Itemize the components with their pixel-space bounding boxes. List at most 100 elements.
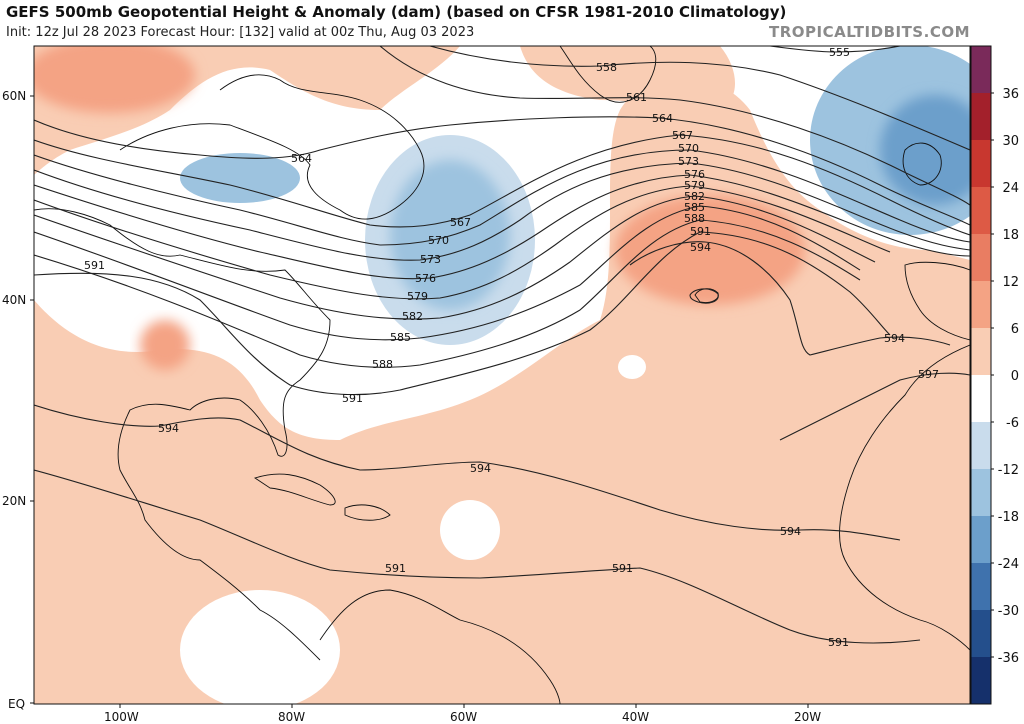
contour-label: 591 <box>385 562 406 575</box>
contour-label: 570 <box>678 142 699 155</box>
contour-label: 594 <box>158 422 179 435</box>
contour-579 <box>34 185 891 300</box>
contour-label: 591 <box>612 562 633 575</box>
colorbar-swatch <box>971 657 991 705</box>
colorbar-swatch <box>971 140 991 188</box>
colorbar-swatch <box>971 516 991 564</box>
contour-label: 567 <box>450 216 471 229</box>
negative-core-ne-us <box>390 160 510 310</box>
colorbar-label: 36 <box>1002 87 1019 102</box>
colorbar-swatch <box>971 422 991 470</box>
colorbar-label: 12 <box>1002 275 1019 290</box>
anomaly-shading <box>34 46 970 704</box>
contour-label: 558 <box>596 61 617 74</box>
contour-597 <box>779 372 970 441</box>
colorbar-label: -12 <box>998 463 1019 478</box>
contour-label: 564 <box>652 112 673 125</box>
map-frame <box>33 45 971 705</box>
latitude-labels: 60N 40N 20N EQ <box>2 89 34 711</box>
longitude-labels: 100W 80W 60W 40W 20W <box>104 704 821 724</box>
contour-label: 597 <box>918 368 939 381</box>
colorbar-label: -30 <box>998 604 1019 619</box>
contour-label: 594 <box>470 462 491 475</box>
contour-label: 555 <box>829 46 850 59</box>
colorbar-swatch <box>971 46 991 94</box>
contour-label: 585 <box>684 201 705 214</box>
contour-588 <box>34 219 861 368</box>
lat-label: 20N <box>2 494 26 508</box>
contour-label: 576 <box>415 272 436 285</box>
colorbar-swatch <box>971 610 991 658</box>
lon-label: 80W <box>278 710 305 724</box>
lon-label: 100W <box>104 710 139 724</box>
lat-label: EQ <box>8 697 25 711</box>
coast-iberia <box>904 261 970 341</box>
colorbar-label: 30 <box>1002 134 1019 149</box>
colorbar-label: -18 <box>998 510 1019 525</box>
colorbar-swatch <box>971 234 991 282</box>
colorbar-swatch <box>971 375 991 423</box>
contour-label: 588 <box>372 358 393 371</box>
colorbar-swatch <box>971 281 991 329</box>
contour-label: 591 <box>690 225 711 238</box>
coast-north-america <box>34 208 331 661</box>
contour-labels: 555 558 561 564 567 570 573 576 579 582 … <box>84 46 939 649</box>
colorbar-swatch <box>971 563 991 611</box>
contour-label: 588 <box>684 212 705 225</box>
positive-anomaly-greenland <box>520 46 735 110</box>
map-subtitle: Init: 12z Jul 28 2023 Forecast Hour: [13… <box>6 25 475 40</box>
contour-594-south <box>34 404 901 541</box>
contour-567 <box>34 134 970 236</box>
positive-core-gulf <box>140 320 190 370</box>
neutral-patch-atlantic <box>618 355 646 379</box>
positive-core-central-atlantic <box>615 195 805 305</box>
colorbar-swatch <box>971 93 991 141</box>
contour-label: 594 <box>690 241 711 254</box>
coast-cuba <box>253 473 336 506</box>
contour-594-azores <box>689 288 719 304</box>
contour-558 <box>429 46 970 151</box>
contour-label: 567 <box>672 129 693 142</box>
lat-label: 60N <box>2 89 26 103</box>
site-watermark: TROPICALTIDBITS.COM <box>769 23 970 41</box>
colorbar-label: 24 <box>1002 181 1019 196</box>
lon-label: 40W <box>622 710 649 724</box>
contour-label: 582 <box>402 310 423 323</box>
contour-594-central <box>629 241 951 356</box>
coastlines <box>34 46 970 704</box>
contour-582 <box>34 195 876 320</box>
contour-573 <box>34 162 970 261</box>
lon-label: 20W <box>794 710 821 724</box>
colorbar: 36 30 24 18 12 6 0 -6 -12 -18 -24 -30 -36 <box>970 45 1019 705</box>
contour-label: 576 <box>684 168 705 181</box>
coast-south-america <box>319 589 561 704</box>
contour-label: 591 <box>84 259 105 272</box>
colorbar-label: 6 <box>1011 322 1019 337</box>
contour-585 <box>34 205 861 341</box>
colorbar-label: 18 <box>1002 228 1019 243</box>
contour-591-south <box>34 469 921 644</box>
colorbar-label: 0 <box>1011 369 1019 384</box>
contour-label: 579 <box>684 179 705 192</box>
lat-label: 40N <box>2 293 26 307</box>
coast-hispaniola <box>344 504 391 521</box>
contour-label: 564 <box>291 152 312 165</box>
height-contours <box>34 46 970 644</box>
colorbar-label: -36 <box>998 651 1019 666</box>
contour-label: 570 <box>428 234 449 247</box>
negative-anomaly-hudson <box>180 153 300 203</box>
contour-label: 585 <box>390 331 411 344</box>
coast-greenland <box>559 46 657 103</box>
contour-label: 582 <box>684 190 705 203</box>
positive-core-labrador <box>34 46 195 113</box>
colorbar-swatch <box>971 328 991 376</box>
colorbar-label: -6 <box>1006 416 1019 431</box>
contour-label: 561 <box>626 91 647 104</box>
coast-canada <box>119 74 425 220</box>
neutral-patch-south <box>180 590 340 704</box>
contour-label: 591 <box>828 636 849 649</box>
negative-core-europe <box>880 95 970 205</box>
coast-africa <box>839 344 970 651</box>
contour-564 <box>34 116 970 226</box>
